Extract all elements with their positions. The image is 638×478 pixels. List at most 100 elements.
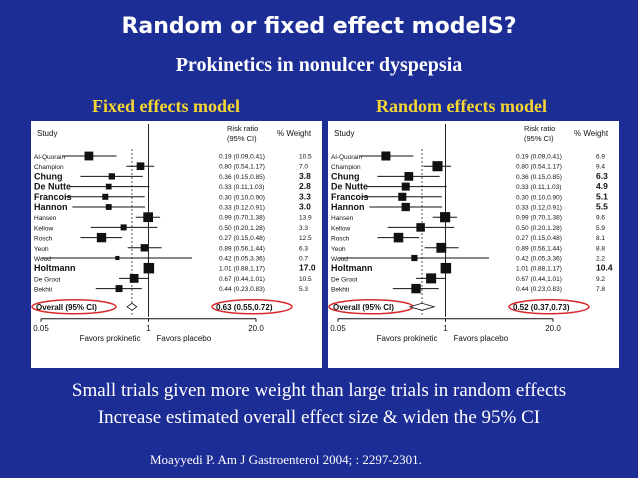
study-rr-label: 0.44 (0.23,0.83) bbox=[516, 286, 562, 293]
study-rr-label: 0.36 (0.15,0.85) bbox=[516, 174, 562, 181]
study-header: Study bbox=[37, 129, 57, 138]
random-model-heading: Random effects model bbox=[376, 96, 547, 116]
study-name: Yeoh bbox=[34, 246, 49, 253]
study-weight: 10.4 bbox=[596, 263, 613, 273]
study-weight: 8.8 bbox=[596, 245, 605, 252]
study-weight: 5.9 bbox=[596, 225, 605, 232]
overall-diamond bbox=[126, 302, 138, 311]
study-weight: 7.0 bbox=[299, 164, 308, 171]
study-name: Holtmann bbox=[331, 263, 373, 273]
study-name: Wood bbox=[331, 256, 348, 263]
overall-label: Overall (95% CI) bbox=[333, 303, 394, 312]
fixed-forest-plot-svg: Study Risk ratio(95% CI) % Weight Al-Quorai… bbox=[31, 124, 316, 343]
study-rr-label: 0.33 (0.11,1.03) bbox=[516, 184, 561, 191]
study-rr-label: 0.33 (0.12,0.91) bbox=[219, 205, 265, 212]
risk-ratio-header: Risk ratio bbox=[227, 124, 258, 133]
study-marker bbox=[120, 224, 127, 231]
study-name: Bekhti bbox=[34, 287, 52, 294]
study-weight: 10.5 bbox=[299, 154, 312, 161]
study-marker bbox=[136, 162, 145, 171]
overall-rr-label: 0.63 (0.55,0.72) bbox=[216, 303, 273, 312]
ci-header: (95% CI) bbox=[227, 134, 257, 143]
study-weight: 4.9 bbox=[596, 181, 608, 191]
study-marker bbox=[436, 242, 447, 253]
fixed-model-heading: Fixed effects model bbox=[92, 96, 240, 116]
study-rr-label: 1.01 (0.88,1.17) bbox=[516, 266, 562, 273]
study-weight: 9.4 bbox=[596, 164, 605, 171]
study-marker bbox=[432, 161, 443, 172]
study-name: Yeoh bbox=[331, 246, 346, 253]
study-weight: 2.2 bbox=[596, 256, 605, 263]
study-rr-label: 0.19 (0.09,0.41) bbox=[219, 154, 265, 161]
study-rr-label: 1.01 (0.88,1.17) bbox=[219, 266, 265, 273]
study-weight: 0.7 bbox=[299, 256, 308, 263]
study-marker bbox=[129, 274, 139, 283]
study-name: Wood bbox=[34, 256, 51, 263]
risk-ratio-header: Risk ratio bbox=[524, 124, 555, 133]
study-rr-label: 0.89 (0.56,1.44) bbox=[219, 245, 265, 252]
study-name: Rosch bbox=[331, 236, 350, 243]
study-rr-label: 0.33 (0.11,1.03) bbox=[219, 184, 264, 191]
study-marker bbox=[108, 173, 115, 180]
study-name: Chung bbox=[331, 171, 360, 181]
study-header: Study bbox=[334, 129, 354, 138]
study-name: Kellow bbox=[331, 225, 350, 232]
study-weight: 8.1 bbox=[596, 235, 605, 242]
slide-title: Random or fixed effect modelS? bbox=[121, 14, 517, 39]
study-marker bbox=[411, 254, 418, 262]
weight-header: % Weight bbox=[277, 129, 312, 138]
study-name: Francois bbox=[331, 192, 369, 202]
study-rr-label: 0.50 (0.20,1.28) bbox=[516, 225, 562, 232]
slide-subtitle: Prokinetics in nonulcer dyspepsia bbox=[175, 54, 463, 76]
study-rr-label: 0.99 (0.70,1.38) bbox=[516, 215, 562, 222]
note-weighting: Small trials given more weight than larg… bbox=[71, 380, 567, 401]
study-marker bbox=[84, 151, 94, 161]
study-weight: 3.0 bbox=[299, 202, 311, 212]
overall-label: Overall (95% CI) bbox=[36, 303, 97, 312]
study-weight: 12.5 bbox=[299, 235, 312, 242]
ci-header: (95% CI) bbox=[524, 134, 554, 143]
study-weight: 5.5 bbox=[596, 202, 608, 212]
study-marker bbox=[416, 223, 425, 232]
x-tick-label: 0.05 bbox=[330, 324, 346, 333]
study-marker bbox=[115, 255, 120, 261]
study-name: Hannon bbox=[34, 202, 68, 212]
x-tick-label: 0.05 bbox=[33, 324, 49, 333]
study-name: Chung bbox=[34, 171, 63, 181]
study-marker bbox=[96, 232, 107, 243]
study-name: Champion bbox=[331, 164, 361, 171]
study-rr-label: 0.99 (0.70,1.38) bbox=[219, 215, 265, 222]
study-marker bbox=[404, 172, 414, 181]
study-marker bbox=[440, 262, 452, 274]
study-weight: 6.3 bbox=[299, 245, 308, 252]
study-marker bbox=[398, 192, 407, 201]
study-name: Champion bbox=[34, 164, 64, 171]
study-rr-label: 0.30 (0.10,0.90) bbox=[219, 194, 265, 201]
study-rr-label: 0.19 (0.09,0.41) bbox=[516, 154, 562, 161]
study-rr-label: 0.30 (0.10,0.90) bbox=[516, 194, 562, 201]
study-marker bbox=[426, 273, 437, 284]
study-rr-label: 0.36 (0.15,0.85) bbox=[219, 174, 265, 181]
study-name: Holtmann bbox=[34, 263, 76, 273]
study-weight: 9.2 bbox=[596, 276, 605, 283]
study-weight: 7.8 bbox=[596, 286, 605, 293]
study-name: Rosch bbox=[34, 236, 53, 243]
study-marker bbox=[401, 182, 410, 191]
weight-header: % Weight bbox=[574, 129, 609, 138]
study-name: De Groot bbox=[34, 276, 61, 283]
study-weight: 5.3 bbox=[299, 286, 308, 293]
study-weight: 3.8 bbox=[299, 171, 311, 181]
study-weight: 3.3 bbox=[299, 191, 311, 201]
x-tick-label: 1 bbox=[146, 324, 151, 333]
study-name: Hansen bbox=[34, 215, 57, 222]
study-name: Bekhti bbox=[331, 287, 349, 294]
study-weight: 6.3 bbox=[596, 171, 608, 181]
study-rr-label: 0.89 (0.56,1.44) bbox=[516, 245, 562, 252]
study-rr-label: 0.42 (0.05,3.36) bbox=[219, 256, 265, 263]
study-marker bbox=[401, 202, 410, 212]
study-rr-label: 0.80 (0.54,1.17) bbox=[516, 164, 562, 171]
study-name: Hannon bbox=[331, 202, 365, 212]
overall-diamond bbox=[408, 302, 436, 311]
study-name: Hansen bbox=[331, 215, 354, 222]
study-weight: 2.8 bbox=[299, 181, 311, 191]
